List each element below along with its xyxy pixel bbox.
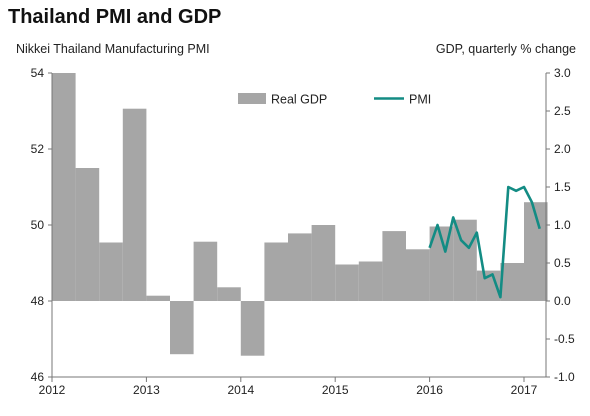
left-tick-label: 46 <box>31 370 45 384</box>
gdp-bar <box>146 295 170 301</box>
gdp-bar <box>382 231 406 301</box>
gdp-bar <box>358 261 383 301</box>
gdp-bar <box>240 301 265 356</box>
right-tick-label: -0.5 <box>554 332 575 346</box>
legend-label-real-gdp: Real GDP <box>271 93 327 107</box>
gdp-bars <box>52 73 548 356</box>
gdp-bar <box>264 242 288 301</box>
gdp-bar <box>524 202 548 301</box>
chart-title: Thailand PMI and GDP <box>8 6 222 28</box>
pmi-line-layer <box>428 185 541 299</box>
gdp-bar <box>217 287 241 301</box>
right-tick-label: -1.0 <box>554 370 575 384</box>
right-tick-label: 2.0 <box>554 142 571 156</box>
left-tick-label: 52 <box>31 142 45 156</box>
gdp-bar <box>335 264 359 301</box>
right-tick-label: 0.5 <box>554 256 571 270</box>
gdp-bar <box>311 225 336 301</box>
left-tick-label: 54 <box>31 66 45 80</box>
x-tick-label: 2015 <box>322 383 349 397</box>
x-tick-label: 2012 <box>39 383 66 397</box>
chart-legend: Real GDP PMI <box>238 93 431 107</box>
gdp-bar <box>99 242 123 301</box>
gdp-bar <box>170 301 194 355</box>
gdp-bar <box>453 219 477 301</box>
chart-axes: 46 48 50 52 54 -1.0 -0.5 0.0 0.5 1.0 1.5 2.0 2.5 3.0 2… <box>31 66 575 397</box>
left-tick-label: 50 <box>31 218 45 232</box>
gdp-bar <box>122 108 147 301</box>
right-tick-label: 1.0 <box>554 218 571 232</box>
x-tick-label: 2013 <box>133 383 160 397</box>
legend-label-pmi: PMI <box>409 93 431 107</box>
x-tick-label: 2014 <box>227 383 254 397</box>
gdp-bar <box>500 263 524 301</box>
x-tick-label: 2016 <box>416 383 443 397</box>
x-tick-label: 2017 <box>511 383 538 397</box>
right-tick-label: 0.0 <box>554 294 571 308</box>
legend-swatch-real-gdp <box>238 93 266 104</box>
right-tick-label: 3.0 <box>554 66 571 80</box>
left-tick-label: 48 <box>31 294 45 308</box>
right-axis-caption: GDP, quarterly % change <box>435 42 576 56</box>
gdp-bar <box>193 241 218 301</box>
right-tick-label: 2.5 <box>554 104 571 118</box>
gdp-bar <box>75 168 100 301</box>
pmi-line <box>428 185 541 299</box>
left-axis-caption: Nikkei Thailand Manufacturing PMI <box>16 42 210 56</box>
gdp-bar <box>288 233 312 301</box>
gdp-bar <box>406 249 430 301</box>
right-tick-label: 1.5 <box>554 180 571 194</box>
gdp-bar <box>52 73 76 301</box>
